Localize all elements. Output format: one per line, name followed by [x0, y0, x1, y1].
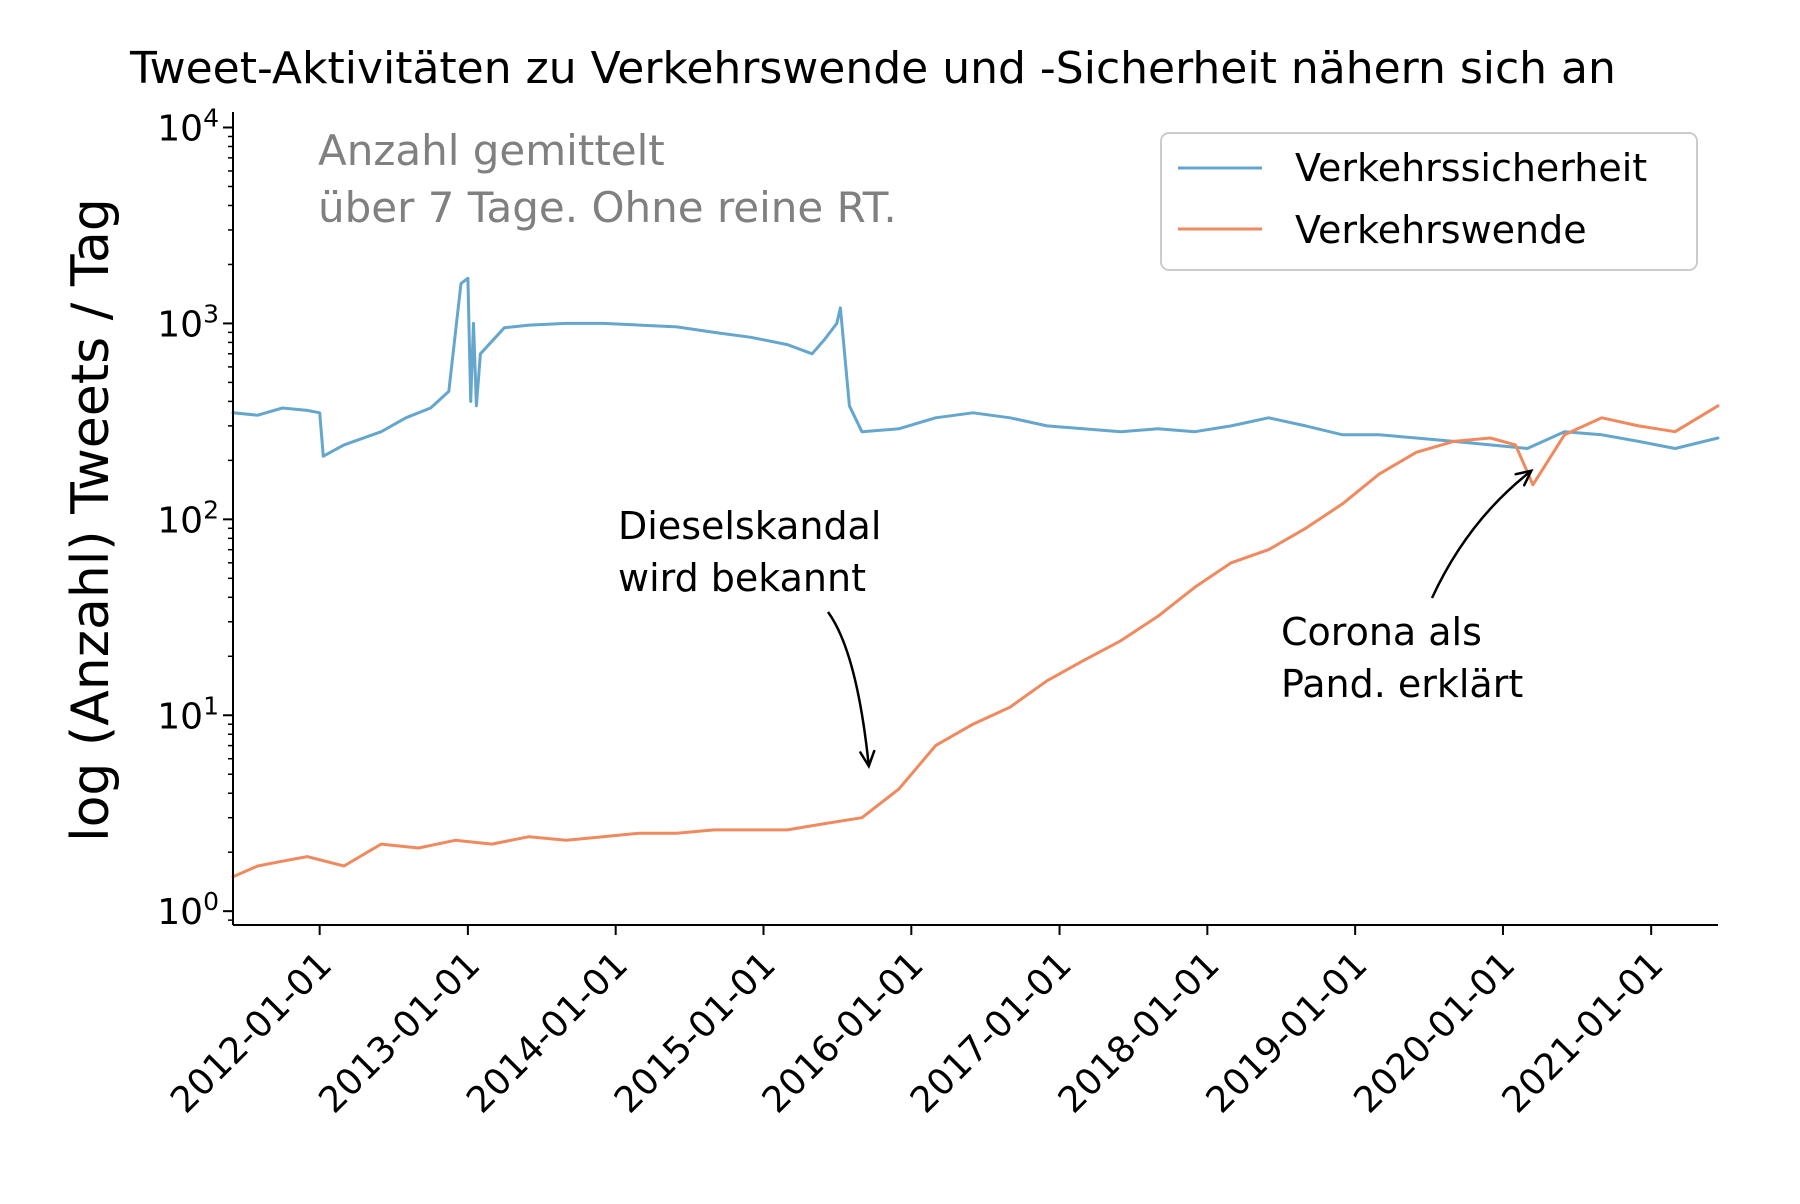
y-tick-label: 102: [157, 495, 219, 541]
annotation-arrowhead-2: [1514, 469, 1534, 487]
y-tick-label: 103: [157, 299, 219, 345]
y-axis-label: log (Anzahl) Tweets / Tag: [61, 198, 121, 842]
legend-box: [1160, 132, 1698, 271]
series-line-verkehrssicherheit: [231, 276, 1720, 458]
annotation-text-1-line-1: Dieselskandal: [618, 504, 881, 548]
note-line-2: über 7 Tage. Ohne reine RT.: [318, 183, 897, 232]
legend: Verkehrssicherheit Verkehrswende: [1160, 132, 1698, 271]
y-tick-label: 101: [157, 691, 219, 737]
y-tick-label: 104: [157, 104, 219, 150]
annotation-arrowhead-1: [859, 749, 876, 769]
annotation-arrow-1: [826, 611, 871, 767]
series-layer: [231, 276, 1720, 879]
annotation-text-2-line-2: Pand. erklärt: [1281, 662, 1523, 706]
note-line-1: Anzahl gemittelt: [318, 126, 665, 175]
chart-title: Tweet-Aktivitäten zu Verkehrswende und -…: [129, 43, 1616, 94]
annotation-arrow-2: [1430, 469, 1533, 599]
legend-label-verkehrssicherheit: Verkehrssicherheit: [1295, 146, 1647, 190]
series-line-verkehrswende: [231, 404, 1720, 879]
y-tick-label: 100: [157, 887, 219, 933]
annotation-text-2-line-1: Corona als: [1281, 610, 1482, 654]
legend-label-verkehrswende: Verkehrswende: [1295, 208, 1587, 252]
y-axis-label-group: log (Anzahl) Tweets / Tag: [61, 198, 121, 842]
annotation-layer: Dieselskandal wird bekannt Corona als Pand.…: [618, 469, 1534, 769]
annotation-text-1-line-2: wird bekannt: [618, 556, 866, 600]
